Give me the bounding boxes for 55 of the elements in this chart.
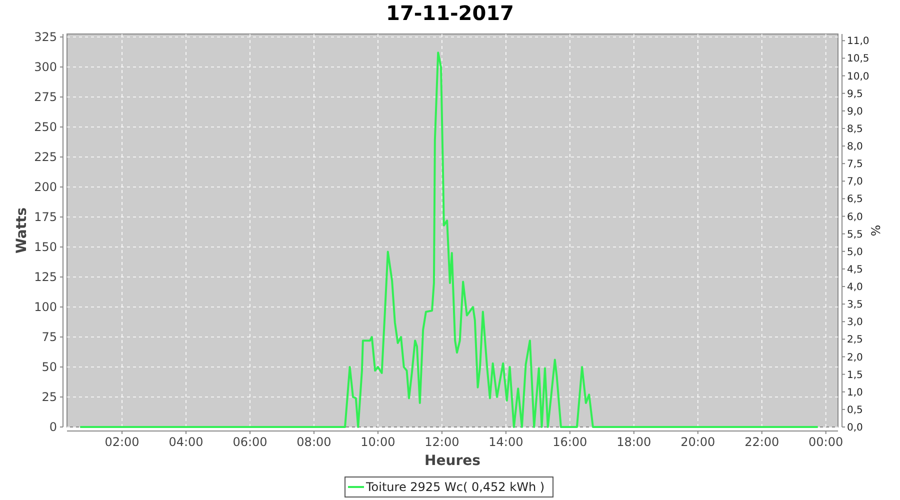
y2-tick-label: 9,5: [847, 88, 863, 100]
x-tick-label: 08:00: [296, 435, 332, 449]
y-tick-label: 175: [34, 210, 57, 224]
y-tick-label: 325: [34, 30, 57, 44]
y-tick-label: 125: [34, 270, 57, 284]
chart-title: 17-11-2017: [386, 1, 514, 25]
y2-tick-label: 6,0: [847, 212, 863, 223]
legend-label: Toiture 2925 Wc( 0,452 kWh ): [365, 480, 545, 494]
x-axis-title: Heures: [424, 453, 480, 469]
y2-axis-title: %: [869, 224, 883, 236]
y2-tick-label: 1,0: [847, 387, 863, 398]
y2-tick-label: 6,5: [847, 194, 863, 206]
y2-tick-label: 5,5: [847, 229, 863, 240]
y-tick-label: 100: [34, 300, 57, 314]
y2-tick-label: 9,0: [847, 106, 863, 118]
y2-tick-label: 10,5: [847, 54, 870, 65]
y-tick-label: 275: [34, 90, 57, 104]
x-tick-label: 22:00: [744, 435, 780, 449]
y-tick-label: 200: [34, 180, 57, 194]
y2-tick-label: 3,0: [847, 317, 863, 328]
y2-tick-label: 1,5: [847, 370, 863, 381]
x-tick-label: 04:00: [168, 435, 204, 449]
y-tick-label: 50: [42, 360, 57, 374]
y2-tick-label: 7,5: [847, 159, 863, 170]
x-tick-label: 06:00: [232, 435, 268, 449]
x-tick-label: 10:00: [360, 435, 396, 449]
y2-tick-label: 2,0: [847, 352, 863, 364]
x-tick-label: 00:00: [808, 435, 844, 449]
y-tick-label: 25: [42, 390, 57, 404]
line-series: [79, 52, 819, 428]
y-tick-label: 0: [49, 420, 57, 434]
y2-tick-label: 0,5: [847, 404, 863, 416]
y2-tick-label: 3,5: [847, 300, 863, 311]
x-tick-label: 02:00: [104, 435, 140, 449]
y2-tick-label: 4,5: [847, 264, 863, 276]
y-tick-label: 75: [42, 330, 57, 344]
y2-tick-label: 8,5: [847, 124, 863, 135]
x-tick-label: 12:00: [424, 435, 460, 449]
y2-tick-label: 0,0: [847, 422, 863, 434]
x-tick-label: 14:00: [488, 435, 524, 449]
y-axis-title: Watts: [14, 207, 30, 254]
y2-tick-label: 2,5: [847, 334, 863, 346]
y2-tick-label: 5,0: [847, 246, 863, 258]
y-tick-label: 300: [34, 60, 57, 74]
y2-tick-label: 7,0: [847, 176, 863, 188]
x-tick-label: 18:00: [616, 435, 652, 449]
y2-tick-label: 10,0: [847, 71, 870, 82]
y-tick-label: 150: [34, 240, 57, 254]
y-tick-label: 250: [34, 120, 57, 134]
y2-tick-label: 8,0: [847, 142, 863, 153]
x-tick-label: 20:00: [680, 435, 716, 449]
y-tick-label: 225: [34, 150, 57, 164]
y2-tick-label: 11,0: [847, 36, 870, 48]
x-tick-label: 16:00: [552, 435, 588, 449]
y2-tick-label: 4,0: [847, 282, 863, 294]
